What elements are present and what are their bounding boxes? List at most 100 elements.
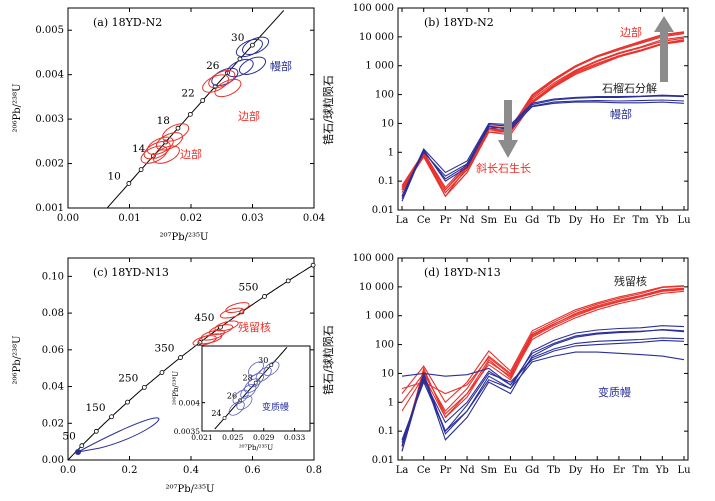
x-tick-label: Nd [459,215,475,226]
series-line [401,36,685,194]
annot-b-rim: 边部 [620,25,642,39]
y-tick-label: 1 [388,147,394,158]
inset-ellipse [232,389,249,405]
inset-age-label: 30 [258,356,268,365]
series-line [401,339,685,440]
series-line [401,351,685,447]
data-ellipse [214,78,242,98]
age-label: 450 [194,312,214,324]
x-tick-label: Yb [655,465,669,476]
x-tick-label: Pr [440,465,452,476]
age-marker [187,111,193,117]
inset-ylabel: ²⁰⁶Pb/²³⁸U [172,371,180,405]
age-marker [141,384,147,390]
y-tick-label: 0.04 [42,382,64,393]
series-line [401,289,685,447]
y-tick-label: 10 [381,118,394,129]
x-tick-label: Eu [504,215,518,226]
age-marker [250,42,255,48]
data-ellipse [155,132,184,151]
y-tick-label: 100 000 [353,3,394,14]
data-ellipse [202,74,230,93]
age-label: 14 [132,143,146,155]
age-label: 150 [85,402,105,414]
y-tick-label: 0.02 [42,418,64,429]
x-tick-label: Dy [569,465,583,476]
data-ellipse [225,302,250,314]
x-tick-label: Er [613,465,625,476]
y-tick-label: 0.004 [35,70,64,81]
annot-a-mantle: 幔部 [270,59,292,73]
annot-inset: 变质幔 [262,401,289,413]
age-label: 22 [181,88,194,100]
x-tick-label: Ho [590,215,605,226]
panel-a-label: (a) 18YD-N2 [93,16,162,29]
series-line [401,39,685,191]
data-ellipse [208,324,234,336]
inset-x-tick-label: 0.029 [253,433,275,442]
x-tick-label: 0.01 [118,213,140,224]
series-line [401,40,685,198]
y-tick-label: 0.005 [35,25,64,36]
concordia-curve [67,264,314,461]
series-line [401,39,685,194]
inset-ellipse [247,372,265,388]
inset-ellipse [263,361,280,377]
inset-x-tick-label: 0.033 [284,433,306,442]
age-label: 250 [118,372,138,384]
x-tick-label: La [396,465,409,476]
panel-a-xlabel: ²⁰⁷Pb/²³⁵U [160,232,209,243]
data-ellipse [152,145,180,164]
inset-age-label: 28 [243,374,253,383]
x-tick-label: Ho [590,465,605,476]
cluster-point [75,449,81,455]
annot-a-rim-2: 边部 [180,147,202,161]
age-marker [159,370,165,375]
series-line [401,290,685,419]
inset-ellipse [228,400,245,416]
inset-age-marker [222,416,227,420]
y-tick-label: 1 000 [365,61,394,72]
x-tick-label: 0.00 [57,213,79,224]
annot-b-plag: 斜长石生长 [476,161,531,175]
panel-b-ylabel: 锆石/球粒陨石 [321,75,335,145]
arrow-down-icon [498,100,518,158]
large-ellipse [77,417,160,453]
x-tick-label: Lu [677,215,691,226]
x-tick-label: Er [613,215,625,226]
series-line [401,101,685,199]
x-tick-label: Pr [440,215,452,226]
y-tick-label: 1 [388,397,394,408]
x-tick-label: Yb [655,215,669,226]
data-ellipse [162,123,190,142]
y-tick-label: 0.08 [42,308,64,319]
x-tick-label: 0.04 [303,213,325,224]
age-label: 350 [154,343,174,355]
x-tick-label: Nd [459,465,475,476]
inset-y-tick-label: 0.0035 [174,427,200,436]
age-marker [125,399,130,405]
series-line [401,288,685,395]
panel-b-label: (b) 18YD-N2 [424,16,494,29]
y-tick-label: 0.1 [378,426,394,437]
y-tick-label: 0.002 [35,159,64,170]
panel-c-ylabel: ²⁰⁶Pb/²³⁸U [12,336,23,385]
x-tick-label: 0.2 [122,465,138,476]
y-tick-label: 0.01 [372,205,394,216]
x-tick-label: 0.6 [245,465,261,476]
data-ellipse [146,136,174,155]
y-tick-label: 1 000 [365,311,394,322]
data-ellipse [219,307,245,319]
x-tick-label: La [396,215,409,226]
series-line [401,37,685,198]
age-marker [109,414,114,420]
data-ellipse [140,145,168,164]
x-tick-label: Dy [569,215,583,226]
y-tick-label: 10 000 [359,282,394,293]
age-label: 50 [62,431,75,443]
inset-age-marker [269,363,274,367]
inset-concordia-curve [214,346,288,430]
series-line [401,32,685,191]
series-line [401,285,685,404]
series-line [401,329,685,452]
